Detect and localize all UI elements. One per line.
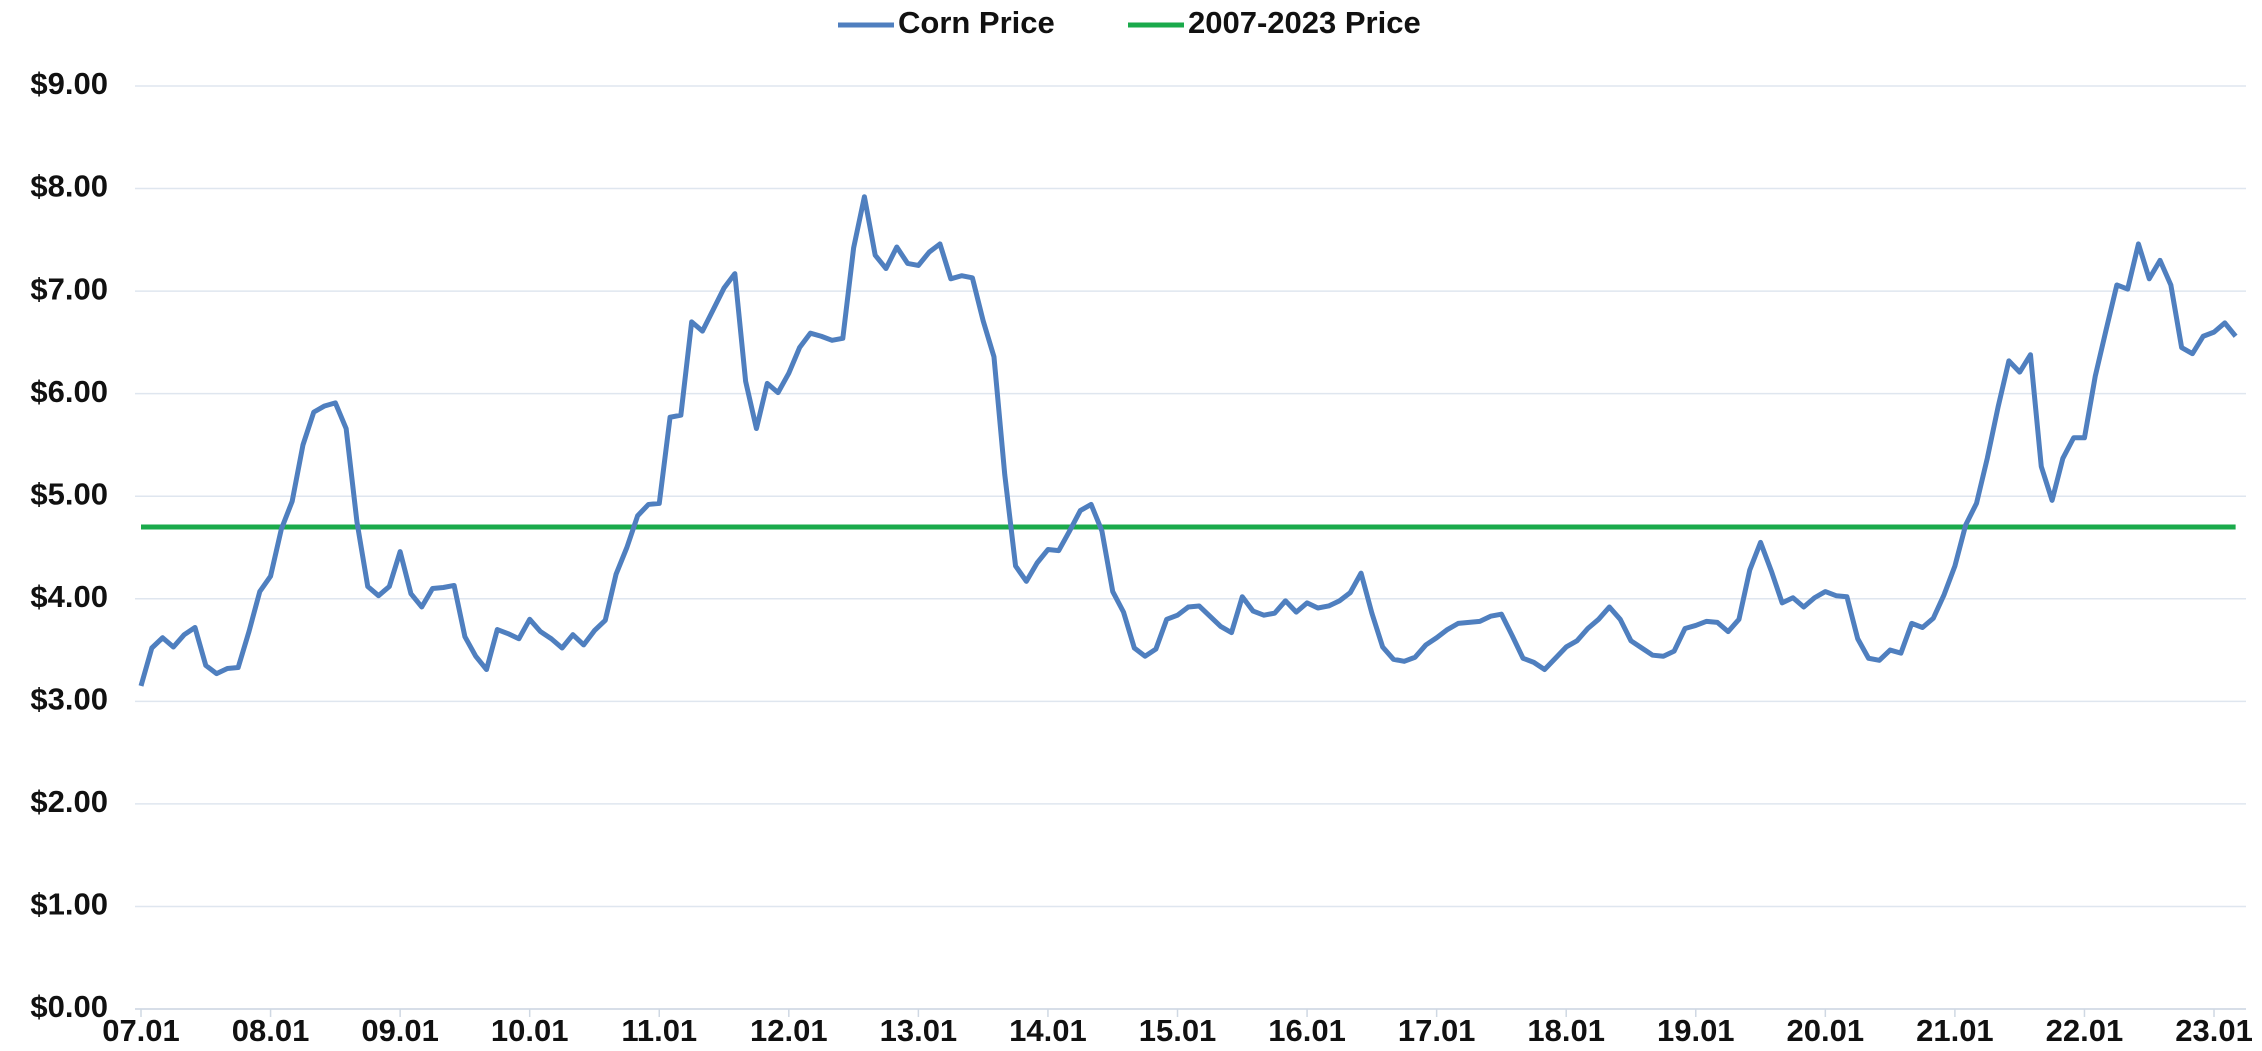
legend-label: Corn Price <box>898 5 1055 40</box>
x-tick-label: 15.01 <box>1139 1013 1217 1048</box>
y-tick-label: $0.00 <box>30 989 108 1024</box>
y-tick-label: $4.00 <box>30 579 108 614</box>
x-tick-label: 11.01 <box>621 1013 697 1048</box>
legend-label: 2007-2023 Price <box>1188 5 1421 40</box>
y-tick-label: $8.00 <box>30 169 108 204</box>
x-tick-label: 17.01 <box>1398 1013 1476 1048</box>
y-tick-label: $2.00 <box>30 784 108 819</box>
x-tick-label: 08.01 <box>232 1013 310 1048</box>
x-tick-label: 12.01 <box>750 1013 828 1048</box>
x-tick-label: 20.01 <box>1787 1013 1865 1048</box>
y-tick-label: $5.00 <box>30 476 108 511</box>
x-tick-label: 23.01 <box>2175 1013 2253 1048</box>
x-tick-label: 07.01 <box>102 1013 180 1048</box>
x-tick-label: 10.01 <box>491 1013 569 1048</box>
y-tick-label: $1.00 <box>30 887 108 922</box>
x-tick-label: 18.01 <box>1527 1013 1605 1048</box>
x-tick-label: 19.01 <box>1657 1013 1735 1048</box>
x-tick-label: 16.01 <box>1268 1013 1346 1048</box>
y-tick-label: $7.00 <box>30 271 108 306</box>
y-tick-label: $9.00 <box>30 66 108 101</box>
x-tick-label: 09.01 <box>361 1013 439 1048</box>
x-tick-label: 22.01 <box>2046 1013 2124 1048</box>
price-line <box>138 194 2238 687</box>
y-tick-label: $6.00 <box>30 374 108 409</box>
x-tick-label: 21.01 <box>1916 1013 1994 1048</box>
x-tick-label: 14.01 <box>1009 1013 1087 1048</box>
x-tick-label: 13.01 <box>880 1013 958 1048</box>
y-tick-label: $3.00 <box>30 682 108 717</box>
